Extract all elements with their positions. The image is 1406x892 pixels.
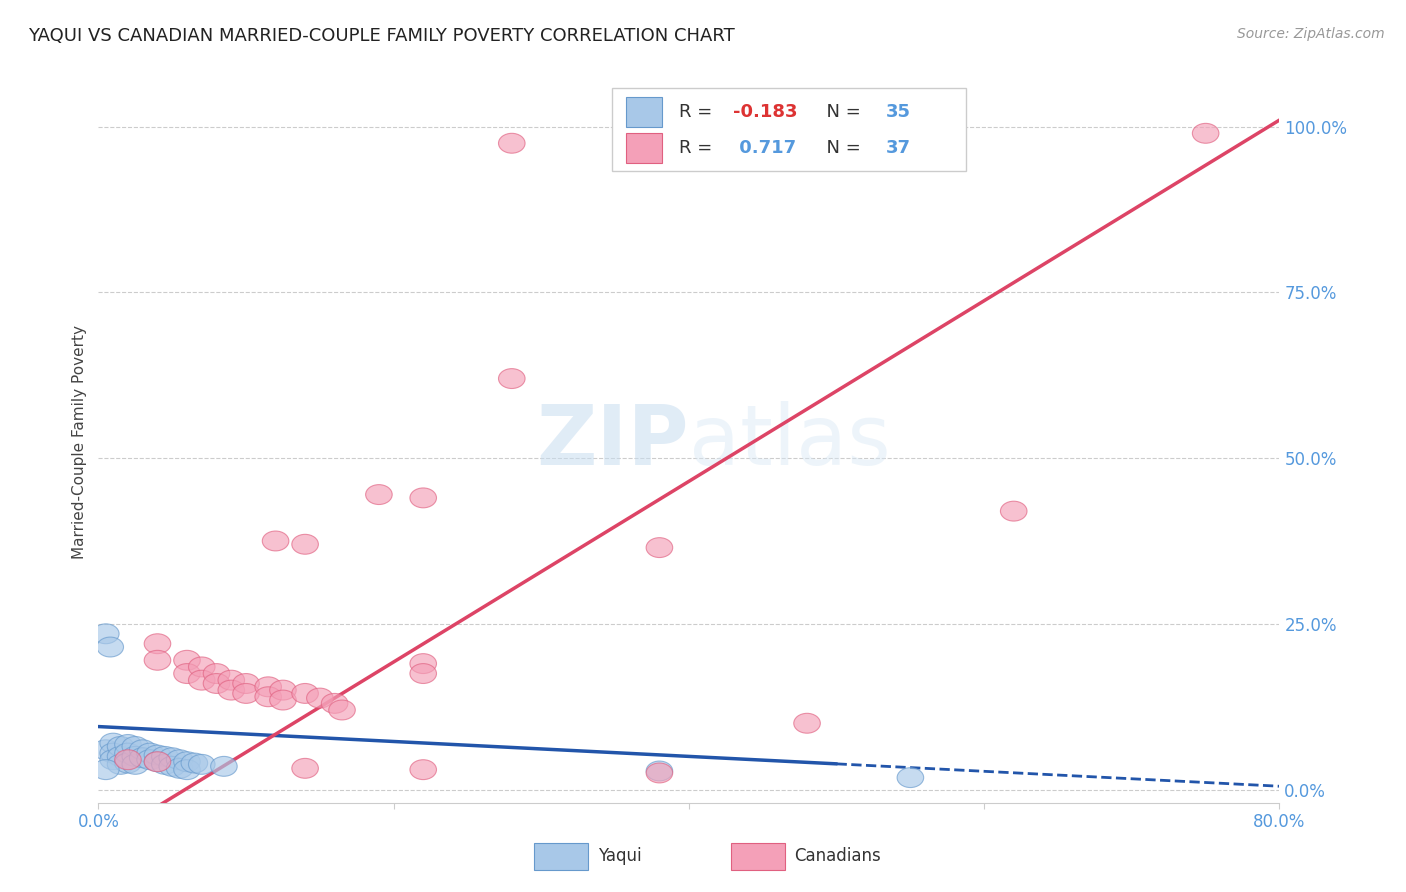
- Text: R =: R =: [679, 139, 718, 157]
- Text: -0.183: -0.183: [733, 103, 797, 121]
- Ellipse shape: [145, 752, 170, 772]
- Ellipse shape: [122, 737, 149, 756]
- Ellipse shape: [270, 681, 297, 700]
- Ellipse shape: [166, 758, 193, 779]
- Text: N =: N =: [815, 103, 868, 121]
- FancyBboxPatch shape: [626, 133, 662, 163]
- Ellipse shape: [122, 747, 149, 766]
- Ellipse shape: [233, 673, 259, 693]
- Ellipse shape: [204, 673, 229, 693]
- Ellipse shape: [93, 739, 120, 760]
- Ellipse shape: [292, 534, 318, 554]
- Ellipse shape: [145, 634, 170, 654]
- Ellipse shape: [1192, 123, 1219, 144]
- Ellipse shape: [647, 761, 672, 780]
- Ellipse shape: [263, 531, 288, 551]
- Ellipse shape: [647, 538, 672, 558]
- Ellipse shape: [218, 681, 245, 700]
- Ellipse shape: [233, 683, 259, 704]
- Text: 35: 35: [886, 103, 911, 121]
- Ellipse shape: [307, 688, 333, 708]
- Ellipse shape: [411, 664, 436, 683]
- Ellipse shape: [647, 763, 672, 783]
- Ellipse shape: [115, 750, 141, 770]
- Text: YAQUI VS CANADIAN MARRIED-COUPLE FAMILY POVERTY CORRELATION CHART: YAQUI VS CANADIAN MARRIED-COUPLE FAMILY …: [28, 27, 735, 45]
- Ellipse shape: [174, 650, 200, 670]
- Ellipse shape: [159, 756, 186, 776]
- Text: 0.717: 0.717: [733, 139, 796, 157]
- Ellipse shape: [794, 714, 820, 733]
- Ellipse shape: [115, 734, 141, 755]
- Ellipse shape: [152, 747, 179, 766]
- Ellipse shape: [100, 733, 127, 753]
- Text: atlas: atlas: [689, 401, 890, 482]
- Ellipse shape: [218, 670, 245, 690]
- Text: Yaqui: Yaqui: [598, 847, 641, 865]
- Ellipse shape: [411, 760, 436, 780]
- Ellipse shape: [115, 743, 141, 763]
- Ellipse shape: [188, 657, 215, 677]
- Ellipse shape: [159, 747, 186, 768]
- Text: ZIP: ZIP: [537, 401, 689, 482]
- Ellipse shape: [188, 670, 215, 690]
- Ellipse shape: [499, 368, 524, 389]
- Ellipse shape: [204, 664, 229, 683]
- Ellipse shape: [897, 768, 924, 788]
- Ellipse shape: [174, 760, 200, 780]
- Ellipse shape: [411, 488, 436, 508]
- Ellipse shape: [322, 693, 347, 714]
- Ellipse shape: [166, 750, 193, 770]
- Ellipse shape: [136, 743, 163, 763]
- Ellipse shape: [254, 677, 281, 697]
- Ellipse shape: [145, 745, 170, 765]
- Ellipse shape: [107, 755, 134, 774]
- Ellipse shape: [97, 637, 124, 657]
- Ellipse shape: [129, 747, 156, 768]
- Ellipse shape: [329, 700, 356, 720]
- Ellipse shape: [366, 484, 392, 505]
- Ellipse shape: [1001, 501, 1026, 521]
- Ellipse shape: [499, 133, 524, 153]
- FancyBboxPatch shape: [612, 87, 966, 170]
- Ellipse shape: [174, 752, 200, 772]
- Ellipse shape: [107, 747, 134, 766]
- Ellipse shape: [181, 753, 208, 773]
- Ellipse shape: [211, 756, 238, 776]
- Ellipse shape: [174, 664, 200, 683]
- Ellipse shape: [188, 755, 215, 774]
- Ellipse shape: [270, 690, 297, 710]
- Ellipse shape: [292, 758, 318, 779]
- Ellipse shape: [292, 683, 318, 704]
- Ellipse shape: [411, 654, 436, 673]
- Ellipse shape: [254, 687, 281, 706]
- Ellipse shape: [145, 650, 170, 670]
- Ellipse shape: [100, 743, 127, 763]
- Ellipse shape: [136, 750, 163, 770]
- Text: Canadians: Canadians: [794, 847, 882, 865]
- Y-axis label: Married-Couple Family Poverty: Married-Couple Family Poverty: [72, 325, 87, 558]
- Text: Source: ZipAtlas.com: Source: ZipAtlas.com: [1237, 27, 1385, 41]
- Ellipse shape: [129, 739, 156, 760]
- Ellipse shape: [93, 760, 120, 780]
- Ellipse shape: [115, 753, 141, 773]
- Text: N =: N =: [815, 139, 868, 157]
- Ellipse shape: [100, 750, 127, 770]
- Ellipse shape: [93, 624, 120, 644]
- Text: R =: R =: [679, 103, 718, 121]
- Ellipse shape: [152, 755, 179, 774]
- Ellipse shape: [145, 752, 170, 772]
- Ellipse shape: [122, 755, 149, 774]
- FancyBboxPatch shape: [626, 97, 662, 128]
- Text: 37: 37: [886, 139, 911, 157]
- Ellipse shape: [107, 737, 134, 756]
